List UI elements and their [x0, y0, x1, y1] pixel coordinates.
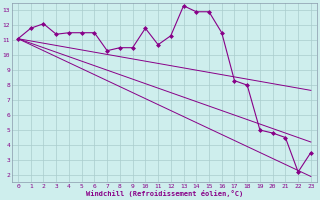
X-axis label: Windchill (Refroidissement éolien,°C): Windchill (Refroidissement éolien,°C) — [86, 190, 243, 197]
